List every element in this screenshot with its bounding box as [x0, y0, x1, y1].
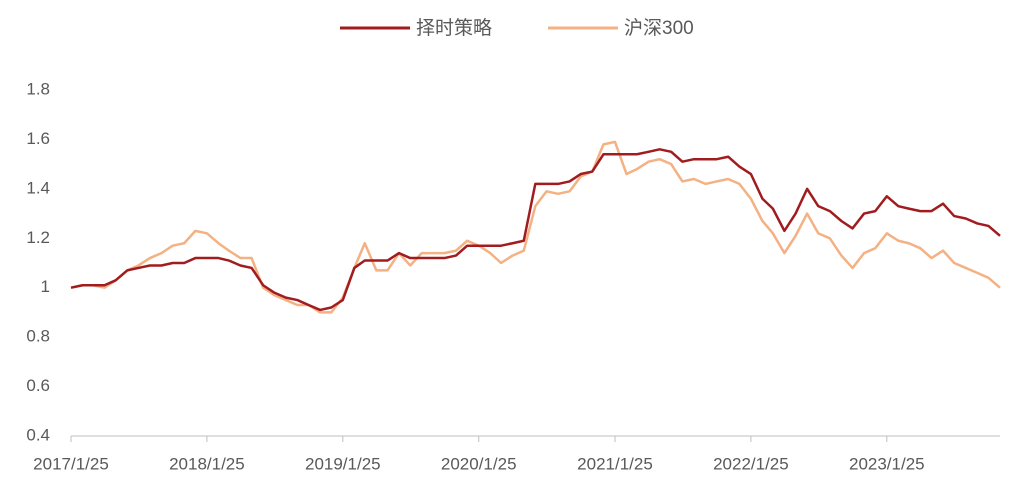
- legend-label: 择时策略: [416, 17, 492, 39]
- y-tick-label: 0.8: [26, 327, 50, 346]
- y-tick-label: 0.4: [26, 425, 50, 444]
- x-tick-label: 2018/1/25: [169, 454, 245, 473]
- y-tick-label: 1: [41, 277, 50, 296]
- x-tick-label: 2020/1/25: [441, 454, 517, 473]
- x-tick-label: 2022/1/25: [713, 454, 789, 473]
- series-line: [70, 140, 1001, 314]
- y-tick-label: 1.8: [26, 79, 50, 98]
- x-tick-label: 2021/1/25: [577, 454, 653, 473]
- y-tick-label: 1.6: [26, 129, 50, 148]
- series-line: [70, 148, 1001, 312]
- legend-label: 沪深300: [624, 17, 694, 39]
- x-tick-label: 2023/1/25: [849, 454, 925, 473]
- y-tick-label: 1.2: [26, 228, 50, 247]
- x-tick-label: 2019/1/25: [305, 454, 381, 473]
- x-tick-label: 2017/1/25: [33, 454, 109, 473]
- y-tick-label: 1.4: [26, 178, 50, 197]
- y-tick-label: 0.6: [26, 376, 50, 395]
